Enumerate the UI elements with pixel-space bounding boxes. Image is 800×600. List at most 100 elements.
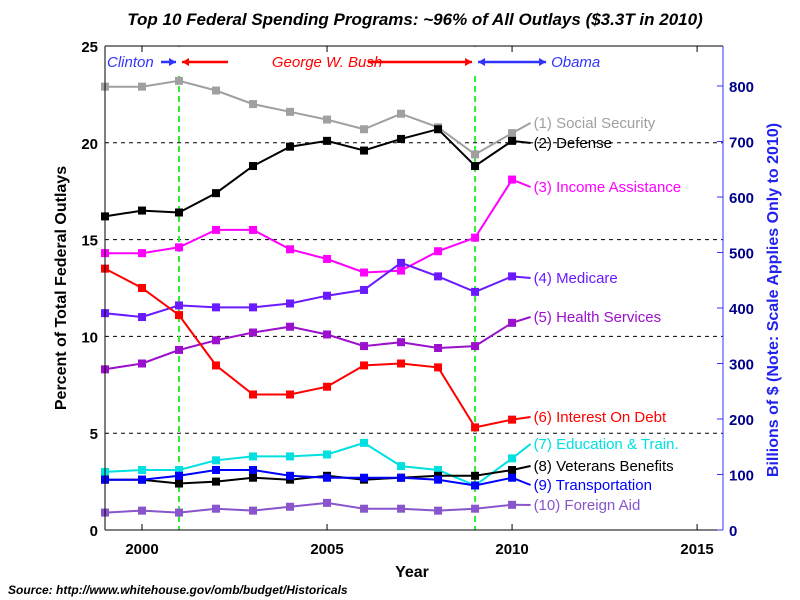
data-point	[138, 284, 147, 292]
arrowhead-icon	[182, 58, 190, 66]
data-point	[175, 76, 184, 85]
x-axis-label: Year	[395, 564, 429, 581]
data-point	[360, 125, 369, 134]
data-point	[138, 465, 147, 474]
series-label: (2) Defense	[534, 135, 612, 152]
data-point	[138, 249, 147, 258]
y-right-tick-label: 500	[729, 245, 754, 262]
series-line	[104, 441, 532, 487]
y-tick-label: 5	[90, 426, 98, 443]
series-label: (9) Transportation	[534, 477, 652, 494]
data-point	[286, 142, 295, 151]
y-right-tick-label: 700	[729, 134, 754, 151]
data-point	[397, 266, 406, 275]
y-axis-right-label: Billions of $ (Note: Scale Applies Only …	[765, 123, 782, 477]
era-label-clinton: Clinton	[107, 54, 154, 71]
data-point	[138, 506, 147, 515]
series-3: (3) Income Assistance	[101, 175, 681, 277]
data-point	[434, 247, 443, 256]
data-point	[471, 471, 480, 480]
data-point	[212, 465, 221, 474]
data-point	[508, 136, 517, 145]
data-point	[175, 508, 184, 517]
data-point	[323, 450, 332, 459]
data-point	[434, 506, 443, 515]
series-6: (6) Interest On Debt	[101, 264, 667, 432]
y-right-tick-label: 800	[729, 79, 754, 96]
data-point	[434, 125, 443, 134]
data-point	[508, 500, 517, 509]
data-point	[175, 471, 184, 480]
data-point	[212, 189, 221, 198]
data-point	[175, 479, 184, 488]
y-right-tick-label: 400	[729, 301, 754, 318]
y-tick-label: 10	[81, 329, 98, 346]
series-line	[105, 465, 531, 485]
series-5: (5) Health Services	[101, 309, 662, 374]
data-point	[397, 504, 406, 513]
data-point	[471, 504, 480, 513]
x-tick-label: 2015	[680, 541, 713, 558]
data-point	[360, 268, 369, 277]
data-point	[175, 301, 184, 310]
series-9: (9) Transportation	[101, 465, 652, 494]
data-point	[249, 465, 258, 474]
data-point	[249, 390, 258, 399]
y-right-tick-label: 600	[729, 190, 754, 207]
data-point	[212, 361, 221, 370]
data-point	[286, 322, 295, 331]
data-point	[434, 475, 443, 484]
data-point	[471, 150, 480, 159]
data-point	[175, 243, 184, 252]
series-label: (10) Foreign Aid	[534, 497, 641, 514]
series-line	[104, 128, 531, 218]
series-line	[104, 267, 531, 429]
chart-title: Top 10 Federal Spending Programs: ~96% o…	[127, 10, 703, 29]
data-point	[397, 109, 406, 118]
data-point	[249, 100, 258, 109]
series-label: (5) Health Services	[534, 309, 662, 326]
grid	[105, 142, 723, 434]
data-point	[138, 313, 147, 322]
data-point	[471, 287, 480, 296]
source-note: Source: http://www.whitehouse.gov/omb/bu…	[8, 583, 348, 597]
data-point	[434, 363, 443, 372]
data-point	[397, 134, 406, 143]
data-point	[360, 361, 369, 370]
data-point	[286, 390, 295, 399]
data-point	[212, 336, 221, 345]
data-point	[508, 454, 517, 463]
arrowhead-icon	[465, 58, 473, 66]
data-point	[138, 475, 147, 484]
data-point	[397, 462, 406, 471]
data-point	[286, 245, 295, 254]
y-right-tick-label: 0	[729, 523, 737, 540]
data-point	[508, 175, 517, 184]
data-point	[323, 291, 332, 300]
data-point	[212, 456, 221, 465]
data-point	[249, 473, 258, 482]
data-point	[434, 272, 443, 281]
x-tick-label: 2005	[310, 541, 343, 558]
data-point	[508, 129, 517, 138]
series-label: (1) Social Security	[534, 115, 656, 132]
data-point	[434, 465, 443, 474]
data-point	[323, 473, 332, 482]
series-label: (8) Veterans Benefits	[534, 458, 674, 475]
series-2: (2) Defense	[101, 125, 612, 221]
data-point	[323, 136, 332, 145]
data-point	[249, 303, 258, 312]
series-line	[104, 316, 531, 371]
data-point	[434, 344, 443, 353]
era-label-obama: Obama	[551, 54, 600, 71]
arrowhead-icon	[169, 58, 177, 66]
data-point	[212, 86, 221, 95]
data-point	[286, 299, 295, 308]
series-line	[105, 79, 532, 156]
data-point	[138, 206, 147, 215]
y-right-tick-label: 300	[729, 356, 754, 373]
data-point	[286, 502, 295, 511]
data-point	[249, 452, 258, 461]
data-point	[471, 162, 480, 171]
arrowhead-icon	[539, 58, 547, 66]
